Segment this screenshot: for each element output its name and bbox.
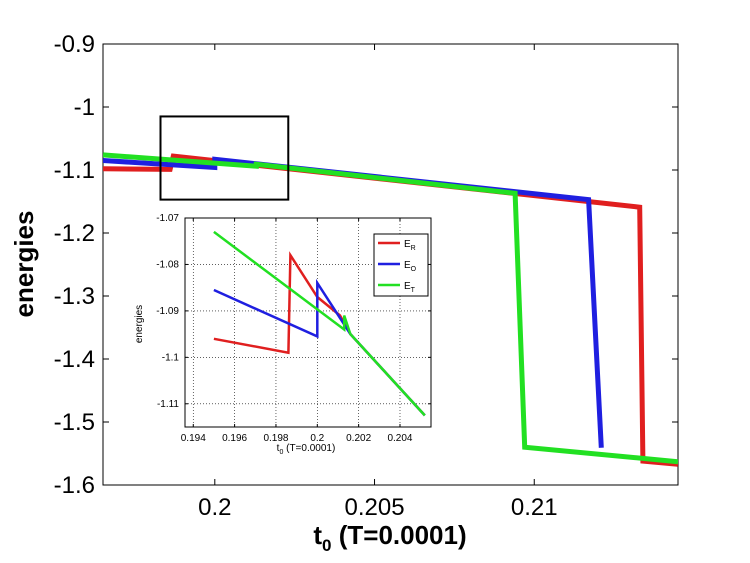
inset-y-axis-label: energies: [134, 305, 145, 343]
inset-x-tick-label: 0.204: [387, 433, 412, 444]
inset-x-tick-label: 0.194: [181, 433, 206, 444]
legend-label-er-sub: R: [411, 245, 416, 252]
inset-y-tick-label: -1.08: [156, 259, 179, 270]
main-y-tick-label: -0.9: [54, 31, 95, 58]
main-x-label-subscript: 0: [322, 536, 331, 555]
main-x-axis-label: t0 (T=0.0001): [313, 520, 466, 555]
main-y-tick-label: -1.4: [54, 346, 95, 373]
inset-tick-labels: 0.194 0.196 0.198 0.2 0.202 0.204 -1.07 -1.08 -1…: [156, 213, 413, 444]
main-y-tick-label: -1: [74, 94, 95, 121]
main-x-label-rest: (T=0.0001): [332, 520, 467, 550]
legend-label-et: ET: [404, 281, 416, 294]
inset-ticks: [185, 217, 431, 427]
legend-label-et-sub: T: [411, 287, 416, 294]
main-x-tick-label: 0.2: [198, 494, 231, 521]
main-series-e-t: [103, 152, 678, 465]
inset-y-tick-label: -1.11: [157, 399, 179, 410]
zoom-region-box: [159, 115, 290, 201]
legend-label-er: ER: [404, 239, 416, 252]
legend-label-et-base: E: [404, 281, 411, 292]
legend-label-eo-base: E: [404, 260, 411, 271]
main-y-tick-label: -1.3: [54, 283, 95, 310]
inset-x-axis-label: t0 (T=0.0001): [277, 443, 336, 456]
inset-y-tick-label: -1.09: [156, 306, 179, 317]
inset-legend: ER EO ET: [373, 233, 429, 297]
inset-y-tick-label: -1.07: [156, 213, 179, 224]
main-y-tick-label: -1.2: [54, 220, 95, 247]
inset-grid: [185, 217, 431, 427]
main-tick-labels: 0.2 0.205 0.21 -0.9 -1 -1.1 -1.2 -1.3 -1.4 -1.5 -1…: [54, 31, 558, 521]
inset-series-e-t: [213, 230, 426, 417]
inset-axes: 0.194 0.196 0.198 0.2 0.202 0.204 -1.07 -1.08 -1…: [134, 213, 432, 456]
inset-x-label-base: t: [277, 443, 280, 454]
inset-x-tick-label: 0.198: [263, 433, 288, 444]
main-x-tick-label: 0.21: [511, 494, 558, 521]
inset-x-tick-label: 0.196: [222, 433, 247, 444]
main-y-tick-label: -1.1: [54, 157, 95, 184]
main-y-tick-label: -1.5: [54, 409, 95, 436]
legend-label-eo: EO: [404, 260, 417, 273]
inset-x-label-subscript: 0: [279, 449, 283, 456]
inset-x-label-rest: (T=0.0001): [283, 443, 335, 454]
inset-series: [213, 230, 426, 417]
legend-label-eo-sub: O: [411, 266, 417, 273]
inset-x-tick-label: 0.202: [346, 433, 371, 444]
main-series-e-o: [103, 156, 604, 448]
main-x-label-base: t: [313, 520, 322, 550]
main-y-tick-label: -1.6: [54, 472, 95, 499]
inset-y-tick-label: -1.1: [162, 352, 180, 363]
main-x-tick-label: 0.205: [344, 494, 404, 521]
inset-x-tick-label: 0.2: [310, 433, 324, 444]
main-series: [103, 152, 678, 467]
legend-label-er-base: E: [404, 239, 411, 250]
main-y-axis-label: energies: [9, 211, 39, 318]
